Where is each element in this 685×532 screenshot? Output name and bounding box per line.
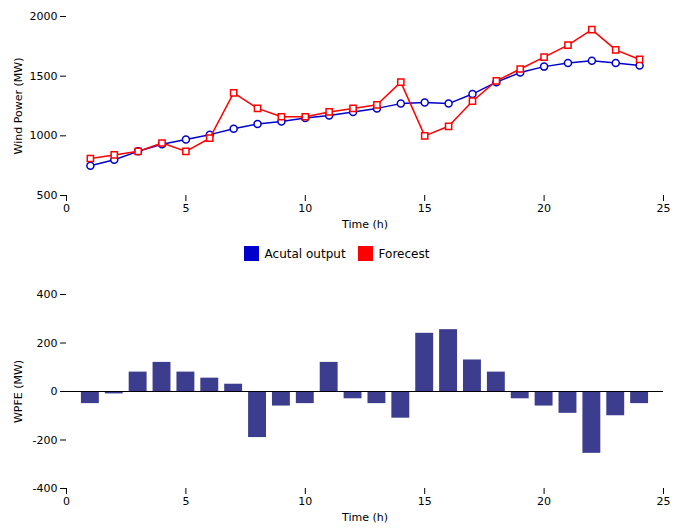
svg-text:20: 20 [537,495,551,508]
svg-text:0: 0 [63,202,70,215]
svg-text:2000: 2000 [30,10,58,23]
svg-text:1500: 1500 [30,70,58,83]
svg-text:-400: -400 [33,482,58,495]
svg-text:500: 500 [37,189,58,202]
svg-text:20: 20 [537,202,551,215]
svg-text:25: 25 [657,202,671,215]
svg-text:5: 5 [182,202,189,215]
svg-text:15: 15 [418,202,432,215]
svg-text:15: 15 [418,495,432,508]
svg-text:Time (h): Time (h) [341,218,388,231]
svg-text:200: 200 [37,337,58,350]
svg-text:Wind Power (MW): Wind Power (MW) [12,58,25,155]
svg-text:5: 5 [182,495,189,508]
svg-text:Time (h): Time (h) [341,511,388,524]
svg-text:0: 0 [63,495,70,508]
svg-text:10: 10 [298,202,312,215]
svg-text:10: 10 [298,495,312,508]
svg-text:-200: -200 [33,434,58,447]
svg-text:1000: 1000 [30,129,58,142]
html-text:Acutal output: Acutal output [264,246,346,261]
svg-text:25: 25 [657,495,671,508]
svg-text:WPFE (MW): WPFE (MW) [12,360,25,423]
svg-text:0: 0 [51,385,58,398]
html-text:Forecest: Forecest [378,246,430,261]
svg-text:400: 400 [37,288,58,301]
